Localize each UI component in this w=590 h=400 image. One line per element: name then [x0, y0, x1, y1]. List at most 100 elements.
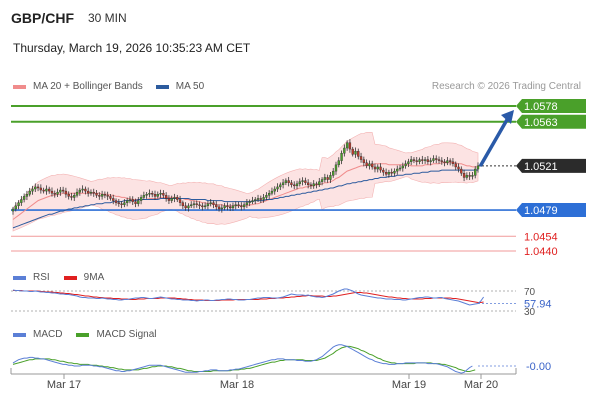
candle	[78, 187, 81, 196]
candle	[114, 198, 118, 206]
candle-body	[73, 195, 76, 198]
candle-body	[184, 205, 187, 209]
candle	[432, 155, 435, 163]
candle	[190, 201, 193, 209]
candle	[100, 190, 104, 200]
x-tick-label: Mar 17	[47, 379, 81, 391]
candle-body	[259, 198, 262, 200]
candle-body	[173, 197, 176, 199]
candle	[267, 190, 271, 199]
candle-body	[181, 202, 185, 207]
candle-body	[84, 188, 87, 192]
candle-body	[454, 163, 457, 168]
candle-body	[123, 202, 126, 205]
candle	[418, 157, 421, 165]
candle	[226, 202, 229, 211]
candle-body	[114, 200, 118, 203]
candle-body	[131, 199, 134, 202]
candle-body	[426, 159, 430, 162]
candle-body	[256, 198, 260, 200]
ma50-swatch	[155, 84, 169, 89]
candle-body	[240, 205, 243, 208]
candle	[84, 186, 87, 195]
candle	[231, 202, 235, 211]
support-label-1.0440: 1.0440	[524, 246, 558, 258]
candle-body	[176, 197, 179, 200]
candle-body	[198, 204, 201, 207]
candle	[426, 156, 430, 165]
candle	[22, 193, 26, 203]
candle-body	[117, 202, 120, 204]
resistance-tag-1.0578	[516, 99, 586, 113]
candle-body	[34, 186, 37, 190]
candle	[173, 193, 176, 203]
resistance-label-1.0578: 1.0578	[524, 101, 558, 113]
candle-body	[351, 148, 354, 155]
candle	[270, 187, 274, 196]
candle	[359, 152, 363, 163]
candle	[195, 200, 198, 208]
candle-body	[415, 160, 418, 162]
candle-body	[437, 159, 441, 161]
candle-body	[373, 166, 377, 170]
candle-body	[284, 180, 288, 183]
candle-body	[162, 193, 165, 196]
candle-body	[290, 182, 293, 186]
candle	[167, 195, 171, 205]
candle-body	[64, 190, 68, 195]
forecast-arrow	[479, 110, 514, 167]
candle	[92, 188, 95, 197]
candle-body	[401, 165, 404, 169]
candle	[61, 186, 65, 194]
candle	[351, 146, 354, 157]
candle	[245, 199, 249, 209]
candle-body	[270, 190, 274, 194]
candle	[176, 194, 179, 203]
candle	[326, 174, 329, 183]
candle-body	[139, 197, 143, 201]
candle	[471, 172, 474, 180]
candle	[25, 190, 29, 201]
candle-body	[368, 163, 371, 167]
candle	[229, 203, 232, 212]
candle	[36, 184, 40, 192]
candle	[20, 195, 23, 206]
candle-body	[379, 166, 382, 171]
candle-body	[345, 142, 349, 149]
candle-body	[421, 159, 424, 161]
candle-body	[50, 190, 54, 194]
candle	[95, 190, 98, 198]
candle-body	[120, 203, 123, 205]
candle-body	[315, 183, 318, 186]
candle-body	[418, 159, 421, 162]
candle-body	[59, 189, 62, 193]
candle	[42, 187, 45, 194]
macd-swatch	[13, 332, 26, 337]
macd-line	[12, 344, 473, 374]
support-label-1.0454: 1.0454	[524, 231, 558, 243]
x-tick-label: Mar 20	[464, 379, 498, 391]
candle	[387, 169, 391, 178]
candle	[112, 194, 115, 205]
candle	[145, 192, 148, 199]
candle	[28, 187, 31, 197]
candle	[156, 191, 159, 199]
candle	[468, 172, 471, 180]
candle	[64, 187, 68, 198]
candle	[148, 189, 151, 198]
candle	[259, 195, 262, 203]
candle	[276, 183, 279, 192]
candle	[11, 206, 15, 215]
candle	[215, 201, 218, 211]
candle-body	[435, 158, 438, 160]
candle-body	[45, 188, 48, 192]
candle-body	[407, 161, 410, 164]
candle	[382, 167, 385, 176]
candle-body	[203, 205, 207, 208]
candle-body	[248, 201, 251, 203]
candle	[81, 185, 84, 193]
legend-ma50-label: MA 50	[175, 81, 205, 92]
candle-body	[365, 162, 368, 167]
candle-body	[318, 181, 321, 186]
candle-body	[201, 205, 204, 208]
